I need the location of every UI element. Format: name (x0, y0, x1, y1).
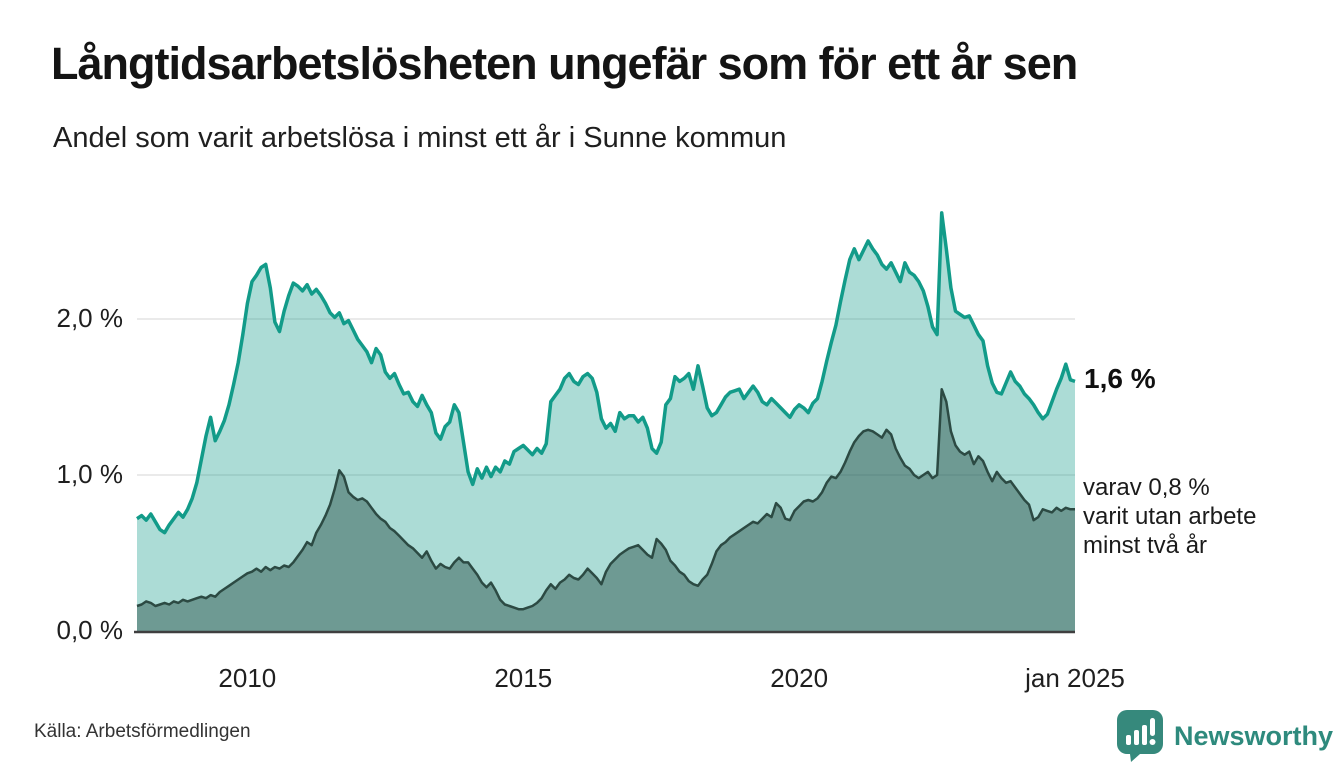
gridlines (137, 318, 1075, 476)
secondary-value-line: varit utan arbete (1083, 503, 1257, 530)
page-title: Långtidsarbetslösheten ungefär som för e… (51, 38, 1078, 89)
y-axis-label: 2,0 % (56, 302, 124, 333)
x-axis-label: 2015 (494, 663, 553, 693)
bar-2 (1134, 730, 1139, 745)
x-axis-label: 2020 (770, 663, 829, 693)
secondary-value-line: minst två år (1083, 532, 1208, 559)
bar-3 (1142, 725, 1147, 745)
source-note: Källa: Arbetsförmedlingen (34, 721, 251, 742)
series-total-line (136, 211, 1076, 535)
newsworthy-pin-barchart-icon (1117, 710, 1163, 762)
x-axis-label: 2010 (218, 663, 277, 693)
exclamation-dot (1149, 739, 1156, 745)
newsworthy-wordmark: Newsworthy (1174, 720, 1334, 751)
series-two-years-area (137, 389, 1075, 631)
latest-value-label: 1,6 % (1084, 363, 1156, 394)
series-two-years-line (136, 387, 1075, 611)
y-axis-label: 1,0 % (56, 458, 124, 489)
secondary-value-label: varav 0,8 % varit utan arbete minst två … (1083, 473, 1256, 560)
secondary-value-line: varav 0,8 % (1083, 474, 1210, 501)
x-axis-label: jan 2025 (1025, 663, 1125, 693)
pin-shape (1117, 710, 1163, 762)
bar-1 (1126, 735, 1131, 745)
exclamation-stem (1150, 718, 1155, 736)
newsworthy-logo: Newsworthy (1117, 710, 1333, 762)
page-subtitle: Andel som varit arbetslösa i minst ett å… (53, 122, 787, 154)
series-total-area (137, 212, 1075, 631)
y-axis-label: 0,0 % (56, 614, 124, 645)
